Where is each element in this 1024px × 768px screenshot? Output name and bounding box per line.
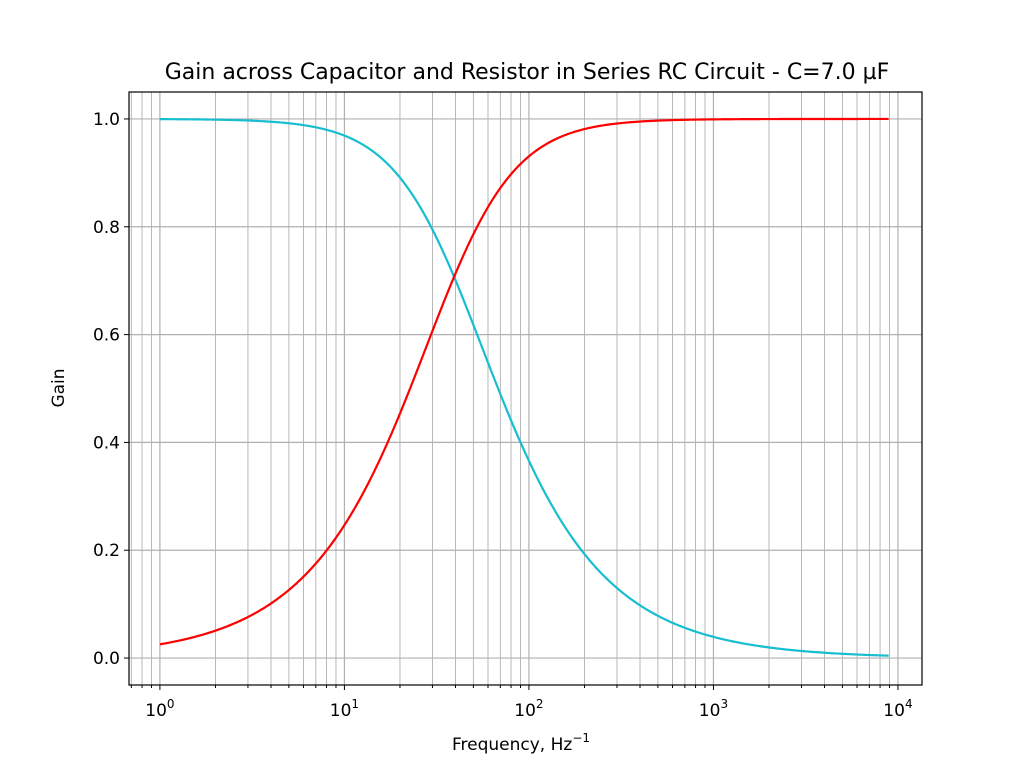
y-axis-label: Gain <box>49 368 69 407</box>
chart-title: Gain across Capacitor and Resistor in Se… <box>165 60 890 85</box>
x-tick-label-base: 10 <box>145 701 167 721</box>
x-axis-label-text: Frequency, Hz <box>452 735 572 755</box>
x-axis-label-superscript: −1 <box>572 731 590 745</box>
x-tick-label: 100 <box>145 697 174 721</box>
x-tick-label-exponent: 0 <box>167 697 175 711</box>
x-tick-label: 103 <box>699 697 728 721</box>
resistor-gain-line <box>159 117 889 646</box>
x-tick-label-base: 10 <box>699 701 721 721</box>
grid <box>129 92 922 685</box>
x-tick-label-exponent: 3 <box>720 697 728 711</box>
x-tick-label-exponent: 4 <box>905 697 913 711</box>
y-tick-label: 0.8 <box>93 218 120 238</box>
y-tick-label: 0.0 <box>93 649 120 669</box>
series-layer <box>159 117 889 657</box>
x-tick-label-exponent: 2 <box>536 697 544 711</box>
x-tick-label-base: 10 <box>330 701 352 721</box>
x-tick-label: 102 <box>514 697 543 721</box>
capacitor-gain-line <box>159 118 889 657</box>
x-tick-label-exponent: 1 <box>351 697 359 711</box>
x-axis-label: Frequency, Hz−1 <box>452 731 590 755</box>
plot-area-frame <box>128 91 923 686</box>
y-tick-label: 0.4 <box>93 433 120 453</box>
y-tick-label: 1.0 <box>93 110 120 130</box>
x-tick-label-base: 10 <box>514 701 536 721</box>
x-tick-label: 104 <box>883 697 912 721</box>
y-tick-label: 0.2 <box>93 541 120 561</box>
x-tick-label-base: 10 <box>883 701 905 721</box>
y-tick-label: 0.6 <box>93 326 120 346</box>
x-tick-label: 101 <box>330 697 359 721</box>
